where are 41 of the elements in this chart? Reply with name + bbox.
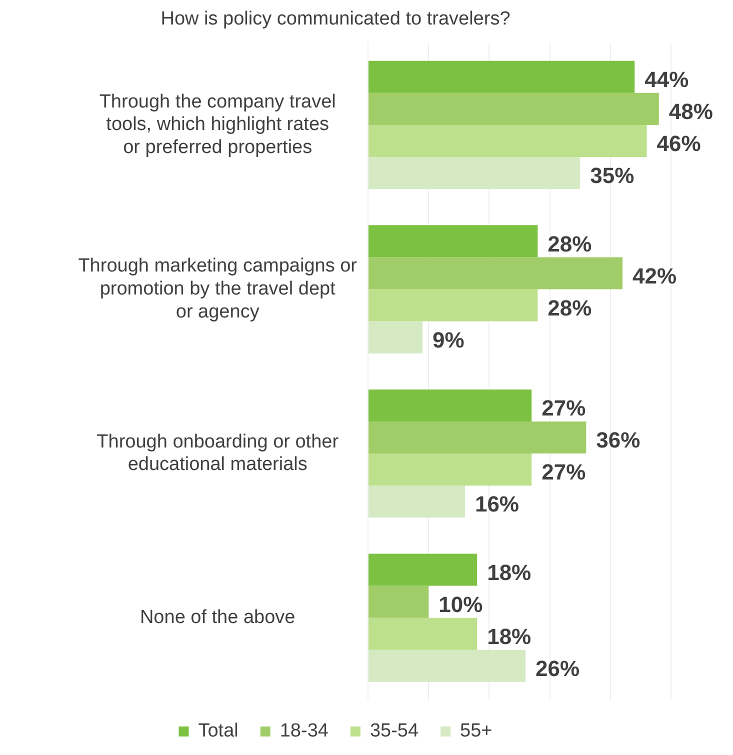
data-label: 26% (536, 656, 580, 681)
data-label: 48% (668, 98, 713, 124)
bar (368, 257, 623, 290)
data-label: 28% (548, 231, 592, 256)
bar (368, 92, 659, 125)
chart-title: How is policy communicated to travelers? (160, 8, 510, 30)
data-label: 44% (644, 66, 689, 92)
bar (368, 156, 580, 190)
data-label: 46% (656, 131, 701, 156)
legend-label: 55+ (460, 720, 492, 742)
data-label: 42% (632, 263, 677, 288)
data-label: 27% (542, 460, 586, 485)
bar (368, 554, 478, 586)
data-label: 36% (596, 428, 640, 453)
data-label: 35% (590, 163, 634, 188)
bar (368, 454, 532, 486)
data-label: 10% (438, 592, 483, 617)
bar (368, 225, 538, 258)
data-label: 9% (432, 327, 464, 352)
bar (368, 586, 429, 618)
y-tick-label: Through the company travel tools, which highlight rates or preferred properties (99, 91, 336, 158)
data-label: 18% (487, 560, 532, 585)
bar (368, 60, 635, 93)
legend-label: Total (198, 720, 238, 742)
legend-label: 35-54 (370, 720, 419, 742)
data-label: 16% (474, 492, 520, 517)
bar (368, 422, 586, 454)
bar (368, 618, 478, 650)
bar (368, 124, 647, 157)
data-label: 28% (548, 295, 592, 320)
y-tick-label: Through marketing campaigns or promotion by the travel dept or agency (78, 256, 358, 322)
data-label: 18% (487, 624, 532, 649)
data-label: 27% (542, 396, 586, 421)
legend-label: 18-34 (280, 720, 329, 742)
bar (368, 289, 538, 322)
y-tick-label: None of the above (140, 607, 296, 628)
bar (368, 650, 526, 682)
y-tick-label: Through onboarding or other educational materials (96, 431, 340, 476)
bar (368, 321, 423, 354)
bar (368, 486, 465, 518)
bar (368, 389, 532, 422)
